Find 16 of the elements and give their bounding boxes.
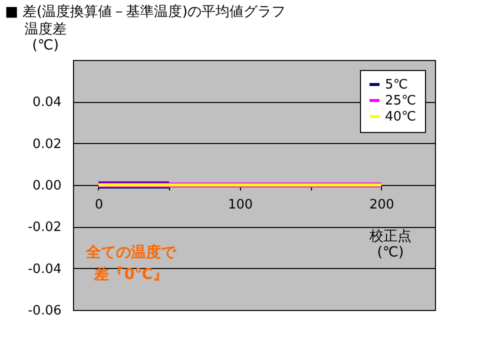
legend-label: 40℃ bbox=[385, 110, 416, 124]
y-tick-label: 0.02 bbox=[32, 136, 62, 152]
x-axis-title: 校正点 (℃) bbox=[368, 228, 412, 260]
annotation: 全ての温度で差『0℃』 bbox=[85, 243, 177, 283]
y-tick-label: -0.06 bbox=[28, 304, 62, 318]
x-tick-label: 100 bbox=[228, 198, 253, 212]
y-tick-label: 0.00 bbox=[32, 178, 62, 194]
y-tick-label: -0.02 bbox=[28, 220, 62, 236]
legend-label: 25℃ bbox=[385, 94, 416, 108]
legend-label: 5℃ bbox=[385, 78, 408, 92]
x-tick-label: 200 bbox=[369, 198, 394, 212]
chart-title: ■ 差(温度換算値－基準温度)の平均値グラフ bbox=[5, 4, 286, 20]
y-tick-label: -0.04 bbox=[28, 262, 62, 277]
y-tick-label: 0.04 bbox=[32, 95, 62, 110]
x-tick-label: 0 bbox=[94, 198, 104, 212]
y-axis-title: 温度差 (℃) bbox=[24, 22, 66, 54]
